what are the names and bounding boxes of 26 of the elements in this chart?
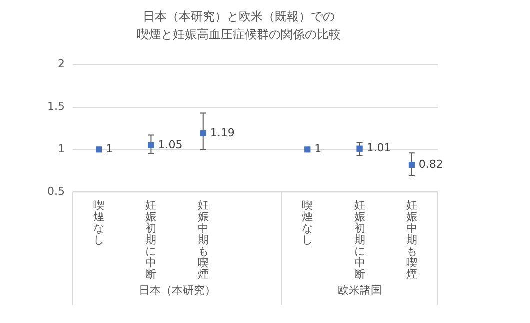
x-tick-label: 喫煙なし (94, 198, 105, 246)
data-label: 1.05 (158, 138, 183, 152)
y-tick-label: 1.5 (48, 100, 65, 114)
data-label: 1.01 (366, 142, 392, 155)
x-tick-label: 妊娠中期も喫煙 (406, 198, 418, 282)
x-tick-label: 喫煙なし (302, 198, 314, 246)
y-tick-label: 2 (58, 58, 65, 71)
point (148, 142, 154, 148)
point (356, 146, 363, 152)
data-label: 1 (106, 142, 114, 156)
y-tick-label: 0.5 (48, 185, 65, 198)
x-tick-label: 妊娠初期に中断 (354, 198, 366, 282)
point (200, 130, 206, 137)
x-tick-label: 妊娠中期も喫煙 (198, 198, 209, 282)
point (304, 146, 311, 153)
data-label: 1.19 (210, 126, 235, 140)
data-label: 1 (314, 142, 322, 156)
y-tick-label: 1 (58, 142, 65, 156)
point (96, 146, 102, 153)
chart-subtitle: 喫煙と妊娠高血圧症候群の関係の比較 (137, 28, 341, 42)
text: 欧米諸国 (338, 284, 382, 297)
data-label: 0.82 (418, 158, 444, 171)
chart-title: 日本（本研究）と欧米（既報）での (143, 9, 335, 24)
x-tick-label: 妊娠初期に中断 (146, 198, 157, 282)
point (408, 162, 415, 168)
text: 日本（本研究） (138, 284, 216, 297)
